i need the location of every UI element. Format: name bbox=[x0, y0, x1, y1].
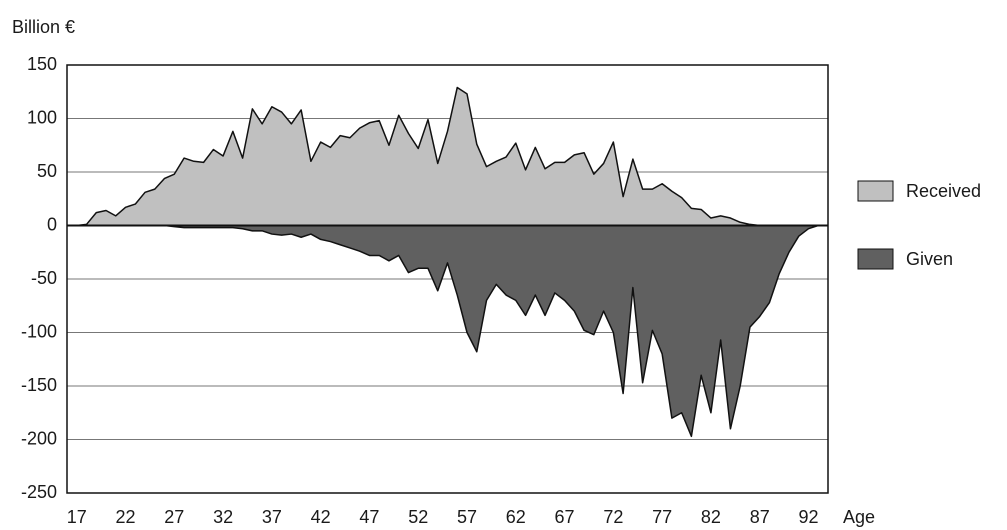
x-tick-label: 37 bbox=[262, 507, 282, 527]
y-tick-label: -250 bbox=[21, 482, 57, 502]
x-tick-label: 72 bbox=[603, 507, 623, 527]
y-axis-label: Billion € bbox=[12, 17, 75, 37]
x-tick-label: 77 bbox=[652, 507, 672, 527]
x-tick-label: 82 bbox=[701, 507, 721, 527]
y-tick-label: 100 bbox=[27, 107, 57, 127]
legend-label: Given bbox=[906, 249, 953, 269]
x-tick-label: 87 bbox=[750, 507, 770, 527]
x-tick-label: 17 bbox=[67, 507, 87, 527]
x-tick-label: 42 bbox=[311, 507, 331, 527]
y-tick-label: 150 bbox=[27, 54, 57, 74]
x-tick-label: 27 bbox=[164, 507, 184, 527]
legend-swatch bbox=[857, 180, 894, 202]
y-tick-label: 50 bbox=[37, 161, 57, 181]
y-tick-label: -50 bbox=[31, 268, 57, 288]
y-tick-label: 0 bbox=[47, 214, 57, 234]
x-tick-label: 92 bbox=[798, 507, 818, 527]
y-tick-label: -200 bbox=[21, 428, 57, 448]
x-tick-label: 22 bbox=[116, 507, 136, 527]
x-axis-label: Age bbox=[843, 507, 875, 527]
y-tick-label: -150 bbox=[21, 375, 57, 395]
legend-label: Received bbox=[906, 181, 981, 201]
area bbox=[76, 224, 819, 438]
x-tick-label: 62 bbox=[506, 507, 526, 527]
x-tick-label: 47 bbox=[359, 507, 379, 527]
x-tick-label: 67 bbox=[555, 507, 575, 527]
x-tick-label: 57 bbox=[457, 507, 477, 527]
x-tick-label: 52 bbox=[408, 507, 428, 527]
x-tick-label: 32 bbox=[213, 507, 233, 527]
y-tick-label: -100 bbox=[21, 321, 57, 341]
legend-swatch bbox=[857, 248, 894, 270]
plot-frame bbox=[66, 64, 829, 494]
area bbox=[76, 86, 819, 227]
